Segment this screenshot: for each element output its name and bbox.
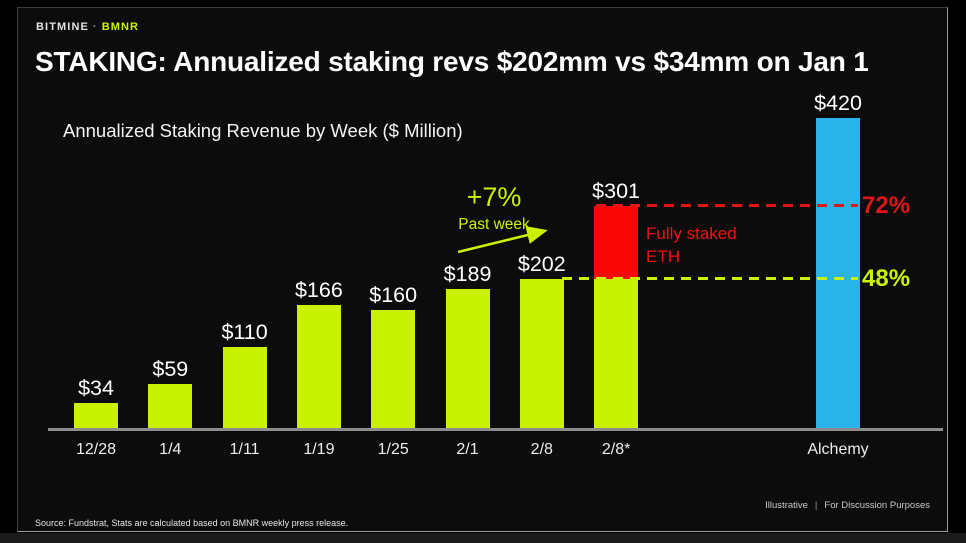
bottom-strip (0, 533, 966, 543)
bar-1/4 (148, 384, 193, 428)
bar-value-label-1/11: $110 (221, 319, 268, 344)
growth-caption-label: Past week (458, 216, 530, 233)
disclaimer-right: For Discussion Purposes (824, 500, 930, 511)
reference-line-48% (562, 277, 858, 281)
x-axis-label-2/8*: 2/8* (601, 441, 631, 458)
x-axis-label-1/4: 1/4 (159, 441, 182, 458)
reference-line-72% (596, 204, 858, 208)
x-axis-label-Alchemy: Alchemy (807, 441, 869, 458)
x-axis-label-1/25: 1/25 (377, 441, 409, 458)
bar-1/19 (296, 305, 341, 428)
bar-value-label-1/4: $59 (152, 357, 189, 382)
disclaimer-separator: | (814, 500, 818, 511)
bar-2/8*-segment-0 (594, 278, 639, 428)
brand-name: BITMINE (36, 21, 89, 33)
chart-title: Annualized Staking Revenue by Week ($ Mi… (63, 120, 463, 141)
x-axis-label-2/8: 2/8 (530, 441, 553, 458)
bar-value-label-12/28: $34 (78, 375, 114, 400)
bar-1/25 (371, 309, 416, 428)
page-title: STAKING: Annualized staking revs $202mm … (35, 46, 869, 77)
bar-12/28 (74, 402, 118, 428)
x-axis-label-2/1: 2/1 (456, 441, 479, 458)
reference-label-72%: 72% (862, 191, 911, 219)
bar-value-label-1/19: $166 (294, 278, 343, 303)
brand-ticker: BMNR (101, 21, 140, 33)
brand-eyebrow: BITMINE · BMNR (36, 21, 139, 33)
growth-annotation: +7% Past week (458, 182, 530, 234)
reference-label-48%: 48% (862, 264, 911, 292)
slide-frame (17, 7, 948, 532)
disclaimer-left: Illustrative (765, 500, 808, 511)
growth-percent-label: +7% (466, 182, 522, 212)
bar-value-label-1/25: $160 (369, 282, 418, 307)
growth-arrow-icon (457, 226, 548, 254)
bar-2/8 (519, 278, 564, 428)
source-note: Source: Fundstrat, Stats are calculated … (35, 518, 349, 528)
x-axis-label-1/11: 1/11 (229, 441, 260, 458)
fully-staked-note-line2: ETH (646, 247, 680, 267)
bar-value-label-2/8*: $301 (592, 178, 641, 203)
bar-Alchemy (816, 118, 860, 428)
bar-1/11 (222, 346, 267, 428)
x-axis-label-12/28: 12/28 (75, 441, 117, 458)
x-axis-label-1/19: 1/19 (303, 441, 335, 458)
disclaimer-note: Illustrative | For Discussion Purposes (765, 500, 930, 511)
bar-value-label-2/1: $189 (443, 261, 492, 286)
x-axis-line (48, 428, 943, 431)
fully-staked-note-line1: Fully staked (646, 224, 737, 243)
fully-staked-note: Fully staked ETH (646, 222, 737, 269)
bar-2/1 (445, 288, 490, 428)
bar-2/8*-segment-1 (594, 205, 639, 279)
bar-value-label-2/8: $202 (517, 251, 566, 276)
bar-value-label-Alchemy: $420 (814, 91, 862, 116)
brand-separator: · (92, 21, 98, 33)
